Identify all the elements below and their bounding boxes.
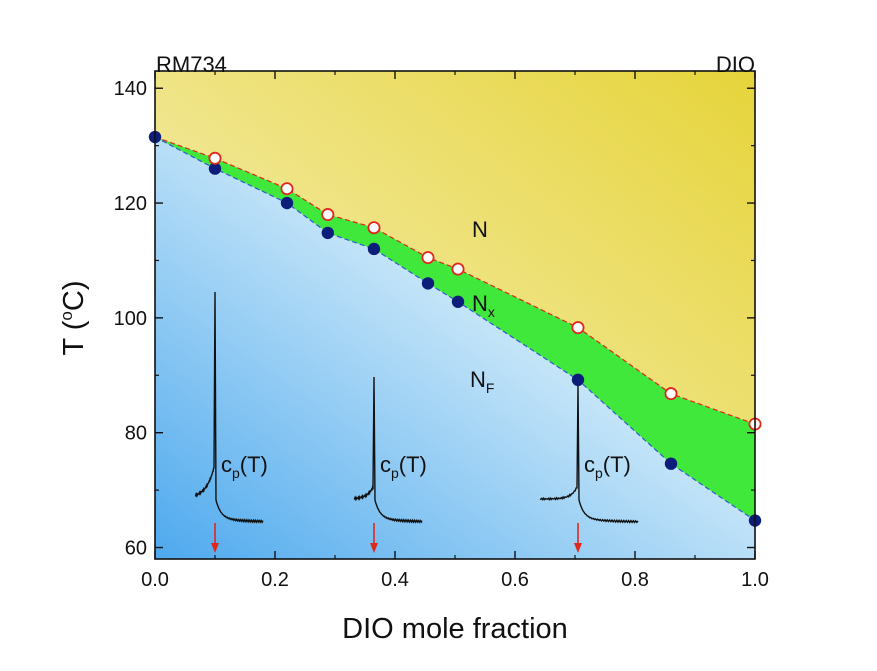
cp-inset: cp(T) [353, 376, 427, 524]
open-data-point [208, 151, 222, 165]
arrow-head [574, 543, 582, 553]
cp-trace [539, 384, 639, 524]
cp-inset: cp(T) [194, 291, 268, 524]
cp-label: cp(T) [221, 452, 268, 481]
arrow-head [211, 543, 219, 553]
corner-label-right: DIO [716, 52, 755, 77]
cp-label: cp(T) [380, 452, 427, 481]
lower-phase-boundary [155, 136, 755, 521]
open-data-point [280, 182, 294, 196]
open-data-point [451, 262, 465, 276]
x-tick-label: 0.0 [141, 569, 169, 591]
axis-ticks: 0.0 0.2 0.4 0.6 0.8 1.0 60 80 100 120 140 [114, 71, 769, 591]
cp-trace [353, 376, 423, 524]
filled-data-point [208, 162, 222, 175]
y-axis-title: T (oC) [57, 281, 90, 356]
filled-data-point [664, 457, 678, 470]
upper-phase-boundary [155, 136, 755, 425]
cp-trace [194, 291, 264, 524]
x-tick-label: 0.8 [621, 569, 649, 591]
y-tick-label: 120 [114, 193, 147, 215]
arrow-head [370, 543, 378, 553]
x-tick-label: 0.2 [261, 569, 289, 591]
cp-insets: cp(T) cp(T) cp(T) [194, 291, 639, 524]
y-tick-label: 140 [114, 78, 147, 100]
phase-label-nx: Nx [472, 291, 495, 320]
phase-label-nf: NF [470, 367, 494, 396]
x-tick-label: 0.6 [501, 569, 529, 591]
corner-label-left: RM734 [156, 52, 227, 77]
filled-data-point [321, 226, 334, 240]
y-tick-label: 60 [125, 538, 147, 560]
data-markers [148, 130, 762, 527]
open-data-point [664, 387, 678, 401]
filled-data-point [421, 277, 435, 290]
open-data-point [321, 208, 335, 222]
open-data-point [421, 251, 435, 265]
x-axis-title: DIO mole fraction [342, 613, 568, 645]
cp-label: cp(T) [584, 452, 631, 481]
open-data-point [571, 321, 585, 335]
transition-arrows [211, 523, 582, 553]
cp-inset: cp(T) [539, 384, 639, 524]
filled-data-point [571, 373, 585, 387]
x-tick-label: 1.0 [741, 569, 769, 591]
open-data-point [367, 221, 381, 235]
phase-label-n: N [472, 217, 488, 242]
filled-data-point [280, 196, 294, 210]
x-tick-label: 0.4 [381, 569, 409, 591]
filled-data-point [367, 242, 381, 256]
nf-phase-region [155, 137, 755, 559]
y-tick-label: 100 [114, 308, 147, 330]
phase-regions [155, 71, 755, 559]
filled-data-point [451, 295, 465, 308]
y-tick-label: 80 [125, 423, 147, 445]
